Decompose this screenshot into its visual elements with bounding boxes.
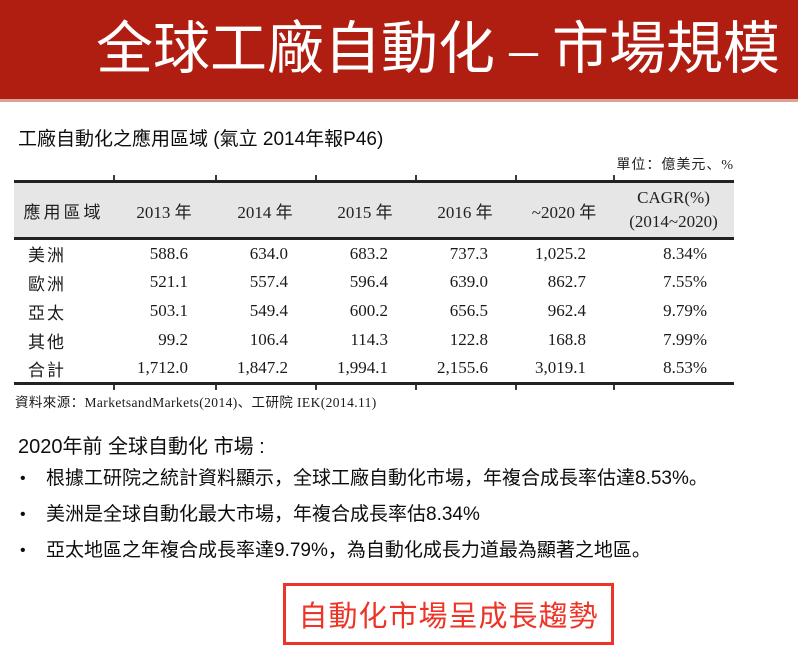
- market-table: 應用區域 2013 年 2014 年 2015 年 2016 年 ~2020 年…: [14, 180, 734, 385]
- cell-2014: 1,847.2: [237, 358, 288, 378]
- column-tick: [315, 385, 317, 390]
- column-tick: [215, 175, 217, 180]
- source-note: 資料來源：MarketsandMarkets(2014)、工研院 IEK(201…: [15, 395, 377, 410]
- bullet-dot-icon: [20, 503, 46, 527]
- column-tick: [113, 175, 115, 180]
- cell-2015: 114.3: [350, 330, 388, 349]
- cell-2014: 634.0: [249, 243, 288, 263]
- cell-2013: 521.1: [149, 272, 188, 291]
- cell-2014: 557.4: [249, 272, 288, 291]
- bullet-dot-icon: [20, 467, 46, 491]
- cell-2015: 683.2: [349, 243, 388, 263]
- cell-2020: 862.7: [547, 272, 586, 291]
- bullet-dot-icon: [20, 539, 46, 563]
- bullet-text: 根據工研院之統計資料顯示，全球工廠自動化市場，年複合成長率估達8.53%。: [46, 468, 708, 489]
- table-row: 美洲 588.6 634.0 683.2 737.3 1,025.2 8.34%: [14, 239, 734, 268]
- bottom-ticks: [14, 385, 734, 390]
- col-header-2015: 2015 年: [337, 202, 393, 222]
- table-row: 亞太 503.1 549.4 600.2 656.5 962.4 9.79%: [14, 297, 734, 326]
- page-title: 全球工廠自動化 – 市場規模: [96, 18, 780, 81]
- cell-cagr: 7.55%: [663, 272, 707, 291]
- cell-2020: 1,025.2: [535, 243, 586, 263]
- cell-2014: 106.4: [249, 330, 288, 349]
- cell-2013: 99.2: [158, 330, 188, 349]
- column-tick: [515, 175, 517, 180]
- cell-region: 合計: [28, 360, 66, 380]
- column-tick: [415, 175, 417, 180]
- cell-2020: 3,019.1: [535, 358, 586, 378]
- cell-cagr: 8.53%: [663, 358, 707, 378]
- cell-cagr: 7.99%: [663, 330, 707, 349]
- cell-2016: 2,155.6: [437, 358, 488, 378]
- cell-2014: 549.4: [249, 301, 288, 320]
- cell-region: 歐洲: [28, 274, 66, 294]
- table-row-total: 合計 1,712.0 1,847.2 1,994.1 2,155.6 3,019…: [14, 355, 734, 384]
- bullet-item: 根據工研院之統計資料顯示，全球工廠自動化市場，年複合成長率估達8.53%。: [20, 467, 792, 491]
- slide-subtitle: 工廠自動化之應用區域 (氣立 2014年報P46): [18, 129, 384, 150]
- section-heading: 2020年前 全球自動化 市場 :: [18, 436, 265, 458]
- col-header-2013: 2013 年: [136, 202, 192, 222]
- column-tick: [315, 175, 317, 180]
- title-banner: 全球工廠自動化 – 市場規模: [0, 0, 798, 102]
- column-tick: [215, 385, 217, 390]
- cell-2013: 1,712.0: [137, 358, 188, 378]
- top-ticks: [14, 175, 734, 180]
- bullet-text: 亞太地區之年複合成長率達9.79%，為自動化成長力道最為顯著之地區。: [46, 540, 651, 561]
- column-tick: [515, 385, 517, 390]
- bullet-item: 美洲是全球自動化最大市場，年複合成長率估8.34%: [20, 503, 792, 527]
- cell-cagr: 8.34%: [663, 243, 707, 263]
- cagr-header-line2: (2014~2020): [629, 212, 718, 231]
- cell-2013: 588.6: [149, 243, 188, 263]
- cell-2020: 168.8: [547, 330, 586, 349]
- col-header-cagr: CAGR(%) (2014~2020): [613, 182, 734, 239]
- cell-2016: 656.5: [449, 301, 488, 320]
- market-table-wrapper: 應用區域 2013 年 2014 年 2015 年 2016 年 ~2020 年…: [14, 175, 734, 390]
- table-header-row: 應用區域 2013 年 2014 年 2015 年 2016 年 ~2020 年…: [14, 181, 734, 239]
- col-header-2014: 2014 年: [237, 202, 293, 222]
- column-tick: [113, 385, 115, 390]
- column-tick: [613, 175, 615, 180]
- col-header-region: 應用區域: [23, 202, 104, 222]
- cell-2016: 639.0: [449, 272, 488, 291]
- cell-2020: 962.4: [547, 301, 586, 320]
- callout-text: 自動化市場呈成長趨勢: [298, 601, 599, 633]
- cagr-header-line1: CAGR(%): [637, 188, 710, 207]
- cell-2015: 1,994.1: [337, 358, 388, 378]
- column-tick: [613, 385, 615, 390]
- bullet-text: 美洲是全球自動化最大市場，年複合成長率估8.34%: [46, 504, 480, 525]
- col-header-2016: 2016 年: [437, 202, 493, 222]
- cell-2013: 503.1: [149, 301, 188, 320]
- col-header-2020: ~2020 年: [531, 202, 597, 222]
- cell-region: 亞太: [28, 303, 66, 323]
- cell-2015: 600.2: [349, 301, 388, 320]
- cell-2016: 122.8: [449, 330, 488, 349]
- cell-2015: 596.4: [349, 272, 388, 291]
- column-tick: [415, 385, 417, 390]
- unit-note: 單位：億美元、%: [616, 158, 734, 173]
- table-row: 歐洲 521.1 557.4 596.4 639.0 862.7 7.55%: [14, 268, 734, 297]
- cell-region: 美洲: [28, 246, 66, 266]
- bullet-item: 亞太地區之年複合成長率達9.79%，為自動化成長力道最為顯著之地區。: [20, 539, 792, 563]
- callout-box: 自動化市場呈成長趨勢: [283, 583, 614, 645]
- cell-cagr: 9.79%: [663, 301, 707, 320]
- table-row: 其他 99.2 106.4 114.3 122.8 168.8 7.99%: [14, 326, 734, 355]
- cell-region: 其他: [28, 332, 66, 352]
- cell-2016: 737.3: [449, 243, 488, 263]
